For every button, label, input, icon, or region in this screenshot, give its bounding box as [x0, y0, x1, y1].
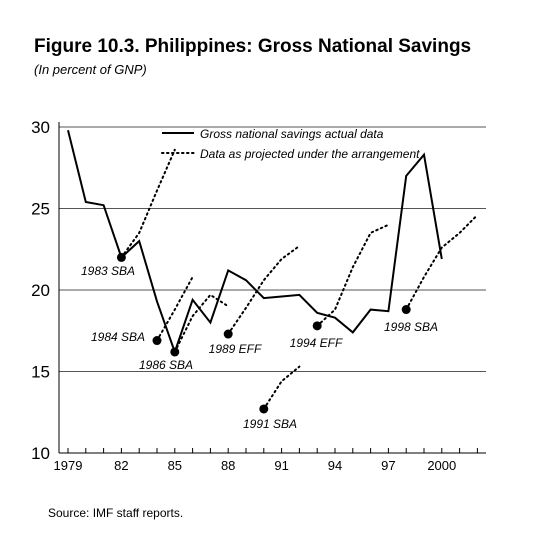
x-tick-label-2000: 2000	[427, 458, 456, 473]
projection-start-marker-1989-eff	[223, 329, 233, 339]
projection-line-1984-sba	[156, 276, 194, 342]
projection-line-1998-sba	[405, 214, 479, 311]
projection-start-marker-1998-sba	[401, 305, 411, 315]
projection-label-1984-sba: 1984 SBA	[91, 330, 145, 344]
y-tick-label-25: 25	[31, 200, 50, 219]
x-tick-label-97: 97	[381, 458, 395, 473]
projection-label-1991-sba: 1991 SBA	[243, 417, 297, 431]
series-actual-line	[67, 130, 443, 355]
projection-start-marker-1983-sba	[116, 252, 126, 262]
projection-line-1983-sba	[120, 148, 176, 259]
projection-label-1983-sba: 1983 SBA	[81, 264, 135, 278]
projection-label-1989-eff: 1989 EFF	[209, 342, 262, 356]
projection-line-1989-eff	[227, 245, 301, 335]
x-tick-label-1979: 1979	[54, 458, 83, 473]
projection-line-1991-sba	[262, 365, 301, 410]
legend-label-actual: Gross national savings actual data	[200, 127, 384, 141]
projection-start-marker-1991-sba	[259, 404, 269, 414]
projection-line-1986-sba	[173, 293, 230, 353]
x-tick-label-91: 91	[274, 458, 288, 473]
projection-start-marker-1986-sba	[170, 347, 180, 357]
projection-line-1994-eff	[316, 223, 390, 327]
projection-label-1994-eff: 1994 EFF	[290, 336, 343, 350]
y-tick-label-30: 30	[31, 118, 50, 137]
projection-label-1998-sba: 1998 SBA	[384, 320, 438, 334]
chart-title: Figure 10.3. Philippines: Gross National…	[34, 36, 472, 57]
y-tick-label-15: 15	[31, 363, 50, 382]
legend-label-projected: Data as projected under the arrangement	[200, 147, 420, 161]
projection-start-marker-1984-sba	[152, 336, 162, 346]
source-note: Source: IMF staff reports.	[48, 506, 184, 520]
projection-start-marker-1994-eff	[312, 321, 322, 331]
y-tick-label-20: 20	[31, 281, 50, 300]
y-tick-label-10: 10	[31, 444, 50, 463]
x-tick-label-94: 94	[328, 458, 342, 473]
x-tick-label-82: 82	[114, 458, 128, 473]
x-tick-label-85: 85	[168, 458, 182, 473]
x-tick-label-88: 88	[221, 458, 235, 473]
chart-subtitle: (In percent of GNP)	[34, 62, 147, 77]
projection-label-1986-sba: 1986 SBA	[139, 358, 193, 372]
